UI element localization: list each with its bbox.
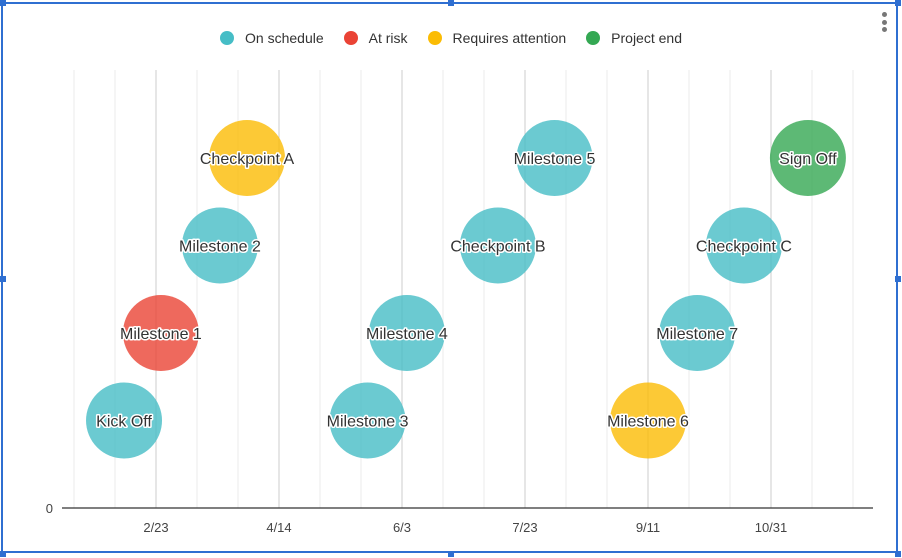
resize-handle-bottom-right[interactable] [895, 551, 901, 557]
milestone-label: Checkpoint C [696, 239, 792, 256]
milestone-bubble[interactable] [86, 382, 163, 459]
milestone-label: Milestone 2 [179, 239, 261, 256]
milestone-point[interactable]: Milestone 2 [178, 207, 262, 284]
legend-item-at-risk[interactable]: At risk [343, 30, 408, 46]
legend-label: Project end [611, 30, 682, 46]
milestone-bubble[interactable] [459, 207, 536, 284]
resize-handle-top[interactable] [448, 0, 454, 6]
milestone-label: Kick Off [96, 414, 152, 431]
milestone-bubble[interactable] [705, 207, 782, 284]
legend-swatch [586, 31, 601, 45]
more-vert-icon[interactable] [880, 12, 888, 34]
resize-handle-bottom[interactable] [448, 551, 454, 557]
legend-item-project-end[interactable]: Project end [586, 30, 682, 46]
milestone-label: Milestone 3 [327, 414, 409, 431]
milestone-point[interactable]: Milestone 3 [325, 382, 410, 459]
milestone-bubble[interactable] [659, 295, 736, 371]
legend-label: At risk [368, 30, 408, 46]
milestone-point[interactable]: Milestone 7 [655, 295, 740, 371]
milestone-label: Milestone 7 [656, 326, 738, 343]
resize-handle-bottom-left[interactable] [0, 551, 6, 557]
milestone-bubble[interactable] [516, 120, 593, 196]
milestone-point[interactable]: Checkpoint B [449, 207, 547, 284]
milestone-label: Milestone 1 [120, 326, 202, 343]
milestone-bubble[interactable] [209, 120, 286, 196]
legend-label: On schedule [245, 30, 324, 46]
resize-handle-right[interactable] [895, 276, 901, 282]
milestone-point[interactable]: Kick Off [86, 382, 163, 459]
x-tick-label: 9/11 [636, 520, 660, 535]
milestone-point[interactable]: Checkpoint A [198, 120, 296, 196]
milestone-bubbles: Kick Off Milestone 1 Milestone 2 Checkpoint… [86, 120, 846, 459]
milestone-bubble[interactable] [122, 295, 199, 371]
milestone-point[interactable]: Milestone 4 [365, 295, 449, 371]
resize-handle-left[interactable] [0, 276, 6, 282]
milestone-label: Milestone 6 [607, 414, 689, 431]
x-tick-label: 7/23 [512, 520, 537, 535]
x-axis: 0 2/23 4/14 6/3 7/23 9/11 10/31 [46, 501, 873, 535]
milestone-label: Checkpoint A [200, 151, 295, 168]
legend-item-requires-attention[interactable]: Requires attention [427, 30, 567, 46]
chart-legend: On schedule At risk Requires attention P… [0, 28, 902, 48]
milestone-point[interactable]: Milestone 6 [606, 382, 691, 459]
milestone-label: Sign Off [779, 151, 837, 168]
milestone-label: Milestone 5 [514, 151, 596, 168]
milestone-bubble[interactable] [610, 382, 686, 459]
milestone-point[interactable]: Milestone 1 [119, 295, 203, 371]
milestone-bubble[interactable] [368, 295, 445, 371]
y-tick-label: 0 [46, 501, 53, 516]
milestone-label: Checkpoint B [450, 239, 545, 256]
legend-swatch [427, 31, 442, 45]
milestone-point[interactable]: Sign Off [769, 120, 846, 196]
legend-swatch [343, 31, 358, 45]
milestone-point[interactable]: Milestone 5 [512, 120, 597, 196]
milestone-bubble[interactable] [769, 120, 846, 196]
x-tick-label: 6/3 [393, 520, 411, 535]
milestone-label: Milestone 4 [366, 326, 448, 343]
resize-handle-top-left[interactable] [0, 0, 6, 6]
legend-swatch [220, 31, 235, 45]
resize-handle-top-right[interactable] [895, 0, 901, 6]
legend-label: Requires attention [452, 30, 567, 46]
milestone-bubble[interactable] [329, 382, 406, 459]
milestone-point[interactable]: Checkpoint C [694, 207, 793, 284]
milestone-bubble[interactable] [181, 207, 258, 284]
x-tick-label: 2/23 [143, 520, 168, 535]
legend-item-on-schedule[interactable]: On schedule [220, 30, 324, 46]
gridlines [73, 70, 854, 508]
x-tick-label: 10/31 [755, 520, 788, 535]
x-tick-label: 4/14 [266, 520, 291, 535]
